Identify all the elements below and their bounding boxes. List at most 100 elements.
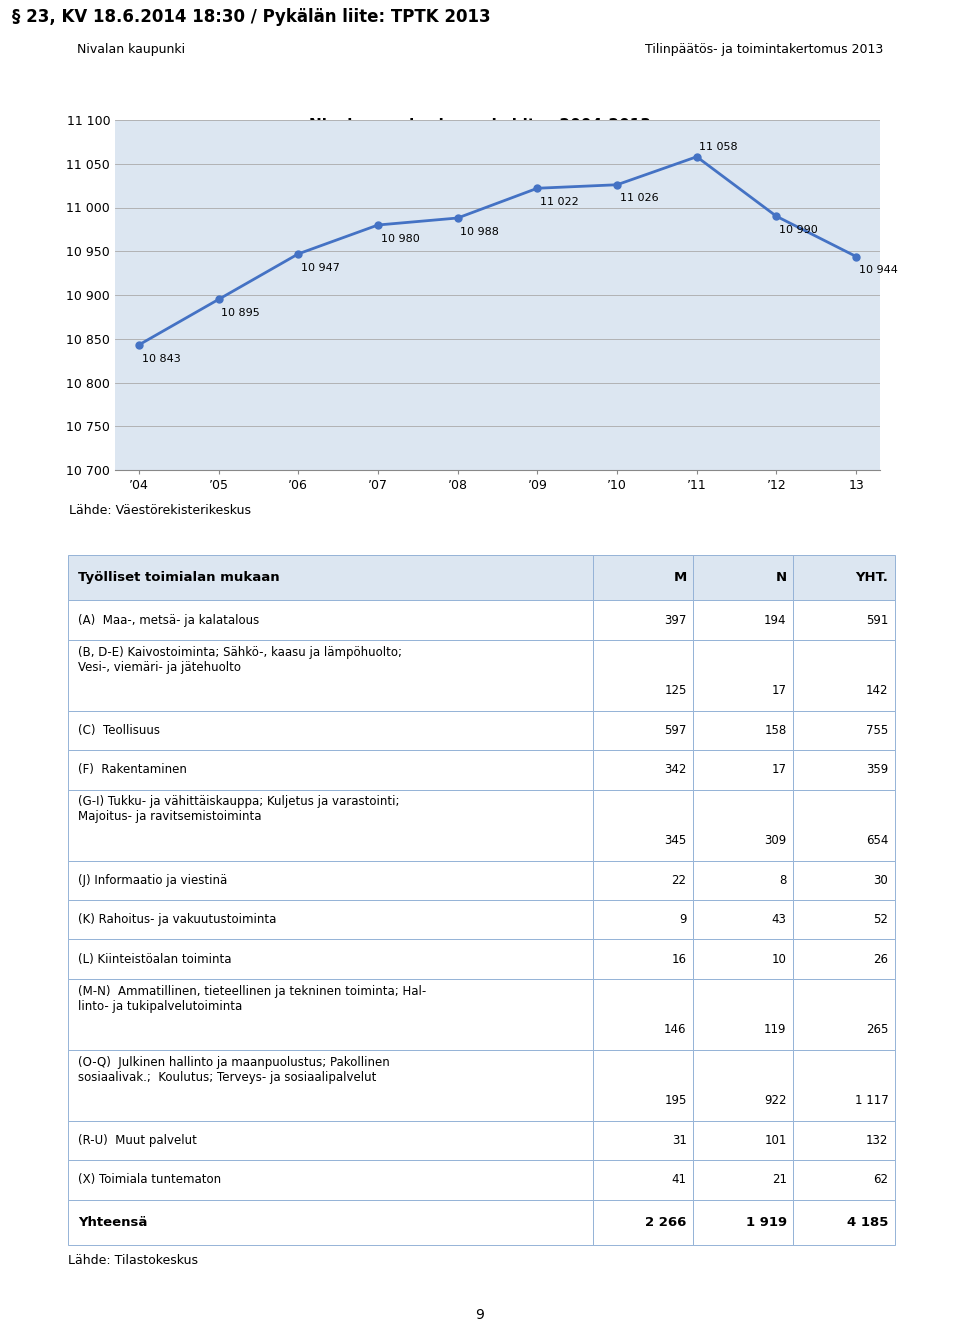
Bar	[68, 790, 593, 860]
Text: 22: 22	[672, 874, 686, 887]
Bar	[593, 1161, 693, 1199]
Text: 30: 30	[874, 874, 888, 887]
Text: 17: 17	[772, 763, 786, 776]
Bar	[593, 1050, 693, 1121]
Text: 342: 342	[664, 763, 686, 776]
Text: 397: 397	[664, 614, 686, 627]
Text: 158: 158	[764, 724, 786, 736]
Bar	[593, 600, 693, 640]
Text: (L) Kiinteistöalan toiminta: (L) Kiinteistöalan toiminta	[78, 952, 231, 966]
Text: (M-N)  Ammatillinen, tieteellinen ja tekninen toiminta; Hal-
linto- ja tukipalve: (M-N) Ammatillinen, tieteellinen ja tekn…	[78, 984, 426, 1013]
Bar	[68, 900, 593, 939]
Text: 10 895: 10 895	[222, 308, 260, 317]
Text: 26: 26	[874, 952, 888, 966]
Bar	[793, 555, 895, 600]
Bar	[793, 600, 895, 640]
Text: (G-I) Tukku- ja vähittäiskauppa; Kuljetus ja varastointi;
Majoitus- ja ravitsemi: (G-I) Tukku- ja vähittäiskauppa; Kuljetu…	[78, 795, 399, 823]
Bar	[693, 979, 793, 1050]
Bar	[793, 790, 895, 860]
Text: 2 266: 2 266	[645, 1215, 686, 1229]
Bar	[693, 1121, 793, 1161]
Bar	[68, 600, 593, 640]
Text: 1 919: 1 919	[746, 1215, 786, 1229]
Text: 10 843: 10 843	[142, 354, 180, 364]
Text: 125: 125	[664, 684, 686, 698]
Text: Lähde: Tilastokeskus: Lähde: Tilastokeskus	[68, 1254, 198, 1266]
Text: Tilinpäätös- ja toimintakertomus 2013: Tilinpäätös- ja toimintakertomus 2013	[645, 44, 883, 56]
Bar	[693, 1050, 793, 1121]
Bar	[68, 640, 593, 711]
Bar	[693, 1199, 793, 1245]
Bar	[68, 939, 593, 979]
Text: YHT.: YHT.	[855, 571, 888, 584]
Bar	[593, 750, 693, 790]
Bar	[793, 1050, 895, 1121]
Text: (J) Informaatio ja viestinä: (J) Informaatio ja viestinä	[78, 874, 228, 887]
Text: 132: 132	[866, 1134, 888, 1147]
Bar	[68, 711, 593, 750]
Bar	[68, 860, 593, 900]
Text: 1 117: 1 117	[854, 1094, 888, 1107]
Text: 359: 359	[866, 763, 888, 776]
Text: 142: 142	[866, 684, 888, 698]
Bar	[793, 711, 895, 750]
Bar	[793, 939, 895, 979]
Bar	[593, 860, 693, 900]
Bar	[793, 860, 895, 900]
Bar	[693, 939, 793, 979]
Bar	[593, 640, 693, 711]
Text: 755: 755	[866, 724, 888, 736]
Text: (K) Rahoitus- ja vakuutustoiminta: (K) Rahoitus- ja vakuutustoiminta	[78, 914, 276, 926]
Text: 194: 194	[764, 614, 786, 627]
Text: M: M	[673, 571, 686, 584]
Text: 265: 265	[866, 1023, 888, 1037]
Text: Nivalan asukasluvun kehitys 2004-2013: Nivalan asukasluvun kehitys 2004-2013	[309, 117, 651, 133]
Text: 10 947: 10 947	[301, 263, 340, 272]
Bar	[593, 900, 693, 939]
Bar	[593, 555, 693, 600]
Text: 16: 16	[672, 952, 686, 966]
Text: 654: 654	[866, 834, 888, 847]
Text: 11 026: 11 026	[620, 193, 659, 203]
Bar	[593, 939, 693, 979]
Text: 9: 9	[475, 1309, 485, 1322]
Text: 62: 62	[874, 1174, 888, 1186]
Text: 17: 17	[772, 684, 786, 698]
Text: 309: 309	[764, 834, 786, 847]
Text: 21: 21	[772, 1174, 786, 1186]
Text: (F)  Rakentaminen: (F) Rakentaminen	[78, 763, 187, 776]
Text: (B, D-E) Kaivostoiminta; Sähkö-, kaasu ja lämpöhuolto;
Vesi-, viemäri- ja jätehu: (B, D-E) Kaivostoiminta; Sähkö-, kaasu j…	[78, 646, 402, 674]
Bar	[693, 555, 793, 600]
Bar	[793, 979, 895, 1050]
Bar	[693, 860, 793, 900]
Text: § 23, KV 18.6.2014 18:30 / Pykälän liite: TPTK 2013: § 23, KV 18.6.2014 18:30 / Pykälän liite…	[12, 8, 491, 27]
Text: (X) Toimiala tuntematon: (X) Toimiala tuntematon	[78, 1174, 221, 1186]
Bar	[593, 1121, 693, 1161]
Bar	[693, 600, 793, 640]
Text: 591: 591	[866, 614, 888, 627]
Text: N: N	[776, 571, 786, 584]
Text: 195: 195	[664, 1094, 686, 1107]
Bar	[593, 979, 693, 1050]
Bar	[693, 640, 793, 711]
Bar	[793, 750, 895, 790]
Bar	[68, 555, 593, 600]
Bar	[793, 640, 895, 711]
Text: 345: 345	[664, 834, 686, 847]
Text: (C)  Teollisuus: (C) Teollisuus	[78, 724, 160, 736]
Text: 146: 146	[664, 1023, 686, 1037]
Bar	[693, 1161, 793, 1199]
Text: Lähde: Väestörekisterikeskus: Lähde: Väestörekisterikeskus	[69, 503, 252, 516]
Text: 597: 597	[664, 724, 686, 736]
Text: 9: 9	[679, 914, 686, 926]
Text: 41: 41	[672, 1174, 686, 1186]
Bar	[793, 900, 895, 939]
Text: 101: 101	[764, 1134, 786, 1147]
Text: 10 980: 10 980	[381, 233, 420, 244]
Text: 10 988: 10 988	[461, 227, 499, 236]
Text: (O-Q)  Julkinen hallinto ja maanpuolustus; Pakollinen
sosiaalivak.;  Koulutus; T: (O-Q) Julkinen hallinto ja maanpuolustus…	[78, 1055, 390, 1083]
Bar	[68, 1199, 593, 1245]
Bar	[693, 790, 793, 860]
Text: 31: 31	[672, 1134, 686, 1147]
Bar	[593, 1199, 693, 1245]
